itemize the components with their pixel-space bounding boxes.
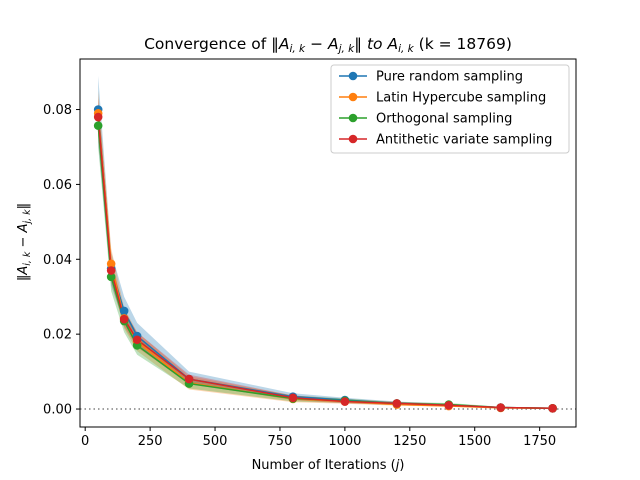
point-series-0-2: [119, 306, 129, 316]
y-tick-label: 0.08: [43, 103, 72, 118]
legend-label-2: Orthogonal sampling: [376, 112, 512, 127]
title-norm-close: ‖: [354, 35, 362, 53]
point-series-3-4: [184, 374, 194, 384]
title-minus: − A: [305, 35, 338, 53]
legend: Pure random sampling Latin Hypercube samp…: [330, 64, 570, 154]
line-series-1: [97, 113, 553, 410]
point-series-2-0: [93, 121, 103, 130]
y-tick-label: 0.00: [43, 403, 72, 418]
legend-marker-3: [348, 134, 358, 144]
title-prefix: Convergence of: [144, 35, 271, 53]
y-tick-label: 0.06: [43, 178, 72, 193]
y-axis-label-close: ‖: [16, 203, 31, 210]
chart-title: Convergence of ‖Ai, k − Aj, k‖ to Ai, k …: [144, 35, 512, 55]
plot-frame: [79, 58, 577, 428]
y-axis-label: ‖Ai, k − Aj, k‖: [16, 203, 33, 281]
x-axis-ticks: 0 250 500 750 1000 1250 1500 1750: [81, 427, 556, 449]
legend-label-1: Latin Hypercube sampling: [376, 91, 546, 106]
x-tick-label: 1000: [328, 434, 361, 449]
y-axis-label-sub1: i, k: [22, 251, 33, 266]
x-tick-label: 1250: [393, 434, 426, 449]
legend-marker-1: [348, 92, 358, 102]
legend-label-3: Antithetic variate sampling: [376, 133, 552, 148]
x-tick-label: 250: [138, 434, 163, 449]
y-axis-label-mid: − A: [16, 224, 31, 252]
y-axis-label-open: ‖A: [16, 266, 31, 281]
point-series-3-1: [106, 266, 116, 275]
legend-box: [330, 64, 570, 154]
x-tick-label: 750: [268, 434, 293, 449]
x-axis-label-close: ): [399, 458, 404, 473]
x-axis-label-text: Number of Iterations (: [252, 458, 396, 473]
y-axis-ticks: 0.00 0.02 0.04 0.06 0.08: [43, 103, 80, 418]
series-markers: [93, 105, 557, 413]
point-series-3-9: [496, 403, 505, 412]
point-series-3-2: [119, 314, 129, 324]
point-series-3-5: [288, 393, 298, 403]
legend-label-0: Pure random sampling: [376, 70, 523, 85]
point-series-3-3: [132, 335, 142, 345]
x-axis-label: Number of Iterations (j): [252, 458, 405, 473]
title-k: (k = 18769): [414, 35, 512, 53]
x-tick-label: 0: [81, 434, 89, 449]
x-tick-label: 1500: [458, 434, 491, 449]
point-series-3-7: [392, 399, 402, 408]
y-axis-label-sub2: j, k: [22, 209, 33, 226]
x-tick-label: 1750: [523, 434, 556, 449]
title-sub2: j, k: [337, 43, 356, 55]
title-sub1: i, k: [289, 43, 306, 55]
y-tick-label: 0.04: [43, 253, 72, 268]
point-series-3-6: [340, 397, 350, 406]
point-series-3-0: [93, 112, 103, 122]
x-tick-label: 500: [203, 434, 228, 449]
point-series-2-1: [106, 272, 116, 282]
point-series-3-10: [548, 403, 557, 413]
y-tick-label: 0.02: [43, 328, 72, 343]
title-sub3: i, k: [398, 43, 415, 55]
point-series-1-1: [106, 259, 116, 269]
legend-marker-0: [348, 71, 358, 81]
title-norm-open: ‖A: [271, 35, 289, 53]
title-to: to A: [362, 35, 398, 53]
x-axis-label-var: j: [394, 458, 400, 473]
point-series-3-8: [444, 400, 454, 410]
legend-marker-2: [348, 113, 358, 123]
